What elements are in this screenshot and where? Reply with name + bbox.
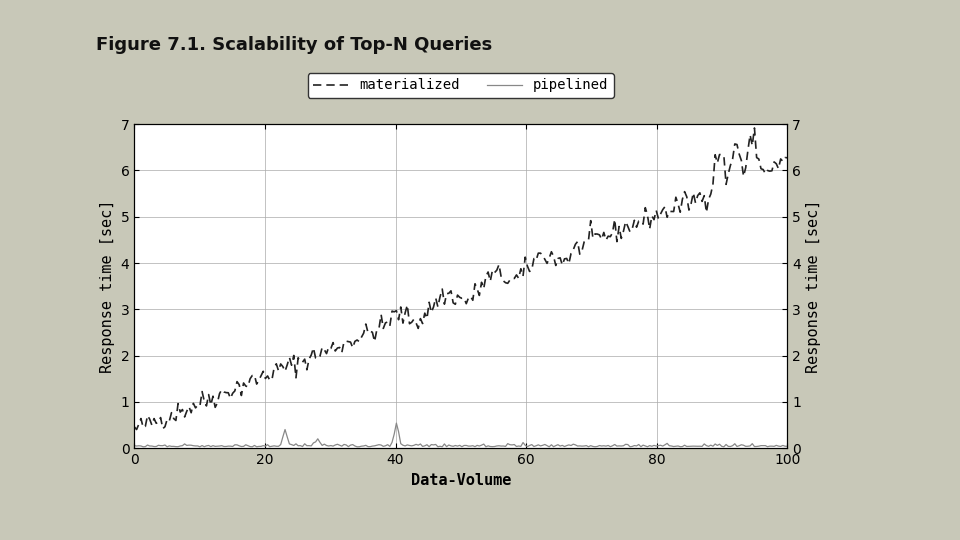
Y-axis label: Response time [sec]: Response time [sec]: [100, 199, 115, 373]
materialized: [749, 125, 760, 131]
pipelined: [519, 442, 531, 449]
materialized: [681, 193, 692, 200]
pipelined: [129, 442, 140, 449]
materialized: [519, 254, 531, 260]
pipelined: [391, 420, 402, 427]
materialized: [530, 257, 541, 264]
Line: materialized: materialized: [134, 128, 787, 429]
pipelined: [351, 443, 363, 450]
pipelined: [521, 443, 533, 450]
materialized: [723, 171, 734, 177]
Legend: materialized, pipelined: materialized, pipelined: [307, 73, 614, 98]
pipelined: [725, 443, 736, 450]
Text: Figure 7.1. Scalability of Top-N Queries: Figure 7.1. Scalability of Top-N Queries: [96, 36, 492, 54]
Line: pipelined: pipelined: [134, 423, 787, 447]
materialized: [133, 421, 145, 428]
materialized: [129, 424, 140, 430]
pipelined: [131, 443, 142, 449]
materialized: [781, 154, 793, 161]
materialized: [517, 273, 529, 279]
Y-axis label: Response time [sec]: Response time [sec]: [806, 199, 822, 373]
pipelined: [533, 442, 544, 448]
materialized: [131, 426, 142, 433]
pipelined: [781, 443, 793, 449]
pipelined: [684, 443, 695, 450]
X-axis label: Data-Volume: Data-Volume: [411, 472, 511, 488]
